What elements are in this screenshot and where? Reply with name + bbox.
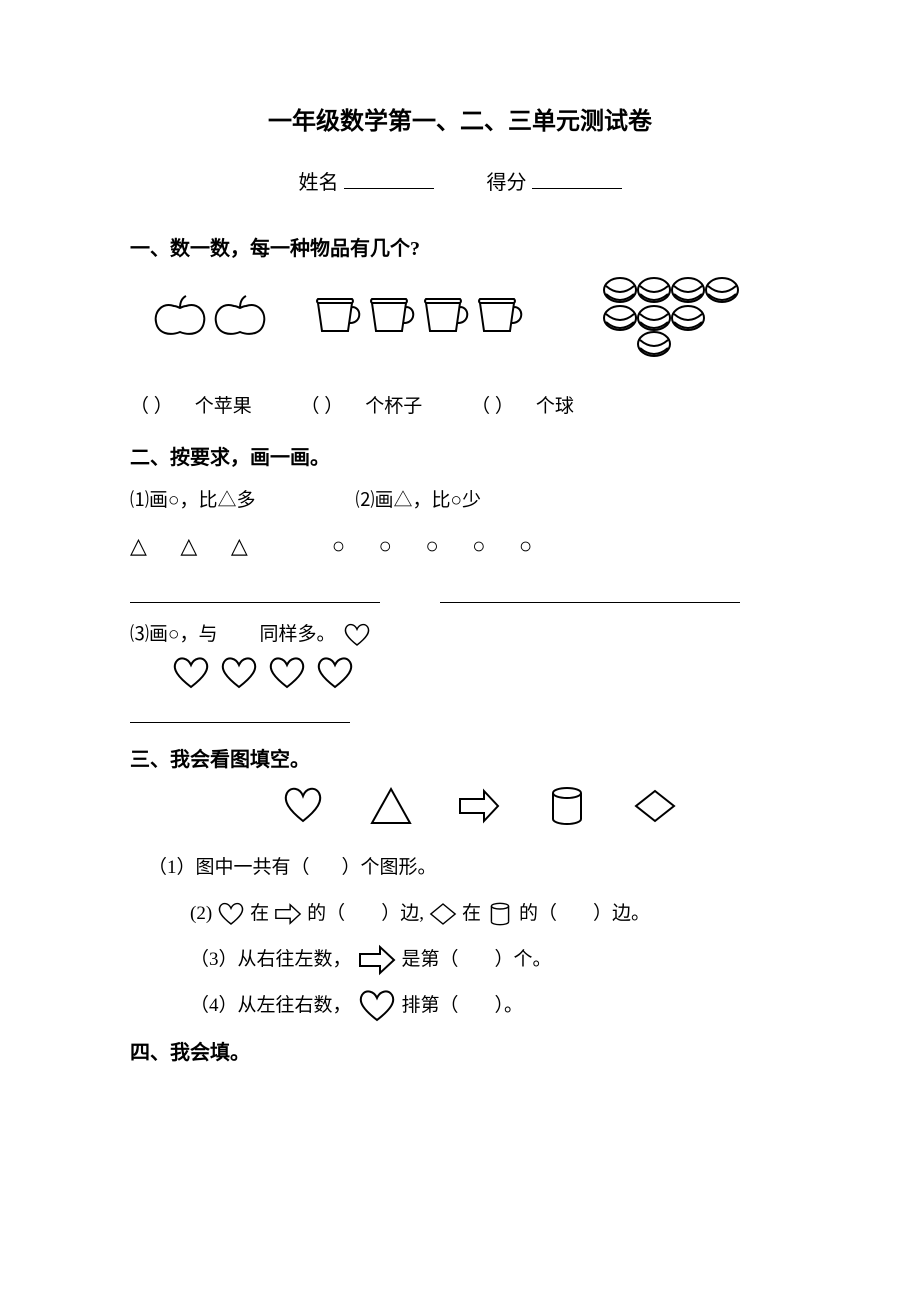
cup-icon (420, 295, 474, 350)
q3-4: （4）从左往右数， 排第（ ）。 (190, 988, 790, 1024)
score-blank[interactable] (532, 167, 622, 189)
heart-icon (342, 622, 372, 648)
q3-3: （3）从右往左数， 是第（ ）个。 (190, 942, 790, 978)
q2-3-suffix: 同样多。 (259, 617, 335, 653)
text: 在 (462, 896, 481, 932)
q2-answer-blanks (130, 581, 790, 603)
apple-label: 个苹果 (195, 396, 252, 417)
q3-1: （1）图中一共有（ ）个图形。 (148, 850, 790, 886)
text: 的（ (307, 896, 345, 932)
heart-icon (266, 655, 308, 691)
q1-answers: （ ） 个苹果 （ ） 个杯子 （ ） 个球 (130, 389, 790, 425)
q2-1-blank[interactable] (130, 581, 380, 603)
arrow-icon (456, 785, 502, 840)
name-blank[interactable] (344, 167, 434, 189)
q2-1-prompt: ⑴画○，比△多 (130, 483, 255, 519)
heart-icon (314, 655, 356, 691)
q3-items: （1）图中一共有（ ）个图形。 (2) 在 的（ ）边, 在 的（ ）边。 （3… (148, 850, 790, 1024)
heart-icon (356, 988, 398, 1024)
text: 在 (250, 896, 269, 932)
balls-group (600, 274, 750, 371)
cup-icon (474, 295, 528, 350)
cylinder-icon (485, 901, 515, 927)
blank[interactable]: （ ） (301, 396, 344, 417)
ball-label: 个球 (536, 396, 574, 417)
text: 的（ (519, 896, 557, 932)
heart-icon (280, 785, 326, 840)
cup-icon (312, 295, 366, 350)
text: 排第（ (402, 988, 459, 1024)
q2-3-prefix: ⑶画○，与 (130, 617, 217, 653)
q3-2: (2) 在 的（ ）边, 在 的（ ）边。 (190, 896, 790, 932)
hearts-row (170, 655, 790, 691)
balls-icon (600, 274, 750, 371)
heart-icon (170, 655, 212, 691)
blank[interactable]: （ ） (471, 396, 514, 417)
q2-2-blank[interactable] (440, 581, 740, 603)
diamond-icon (428, 901, 458, 927)
header-fields: 姓名 得分 (130, 164, 790, 202)
text: （1）图中一共有（ (148, 850, 310, 886)
apple-icon (150, 292, 210, 353)
section3-heading: 三、我会看图填空。 (130, 741, 790, 779)
apple-icon (210, 292, 270, 353)
q1-images (150, 274, 790, 371)
text: ）个图形。 (342, 850, 437, 886)
name-label: 姓名 (299, 172, 339, 194)
text: 是第（ (402, 942, 459, 978)
arrow-icon (356, 942, 398, 978)
section2-heading: 二、按要求，画一画。 (130, 439, 790, 477)
text: ）。 (495, 988, 524, 1024)
cups-group (312, 295, 528, 350)
section4-heading: 四、我会填。 (130, 1034, 790, 1072)
blank[interactable]: （ ） (130, 396, 173, 417)
cylinder-icon (544, 785, 590, 840)
q2-3-blank[interactable] (130, 701, 350, 723)
apples-group (150, 292, 270, 353)
text: ）边。 (593, 896, 650, 932)
score-label: 得分 (487, 172, 527, 194)
text: ）边, (381, 896, 424, 932)
heart-icon (216, 901, 246, 927)
page-title: 一年级数学第一、二、三单元测试卷 (130, 100, 790, 146)
circles-row: ○ ○ ○ ○ ○ (332, 525, 546, 567)
text: （4）从左往右数， (190, 988, 352, 1024)
section1-heading: 一、数一数，每一种物品有几个? (130, 230, 790, 268)
triangles-row: △ △ △ (130, 525, 262, 567)
diamond-icon (632, 785, 678, 840)
text: ）个。 (495, 942, 552, 978)
q2-2-prompt: ⑵画△，比○少 (355, 483, 480, 519)
q2-row-shapes: △ △ △ ○ ○ ○ ○ ○ (130, 525, 790, 575)
text: （3）从右往左数， (190, 942, 352, 978)
q2-row-prompts: ⑴画○，比△多 ⑵画△，比○少 (130, 483, 790, 519)
triangle-icon (368, 785, 414, 840)
text: (2) (190, 896, 212, 932)
cup-label: 个杯子 (365, 396, 422, 417)
cup-icon (366, 295, 420, 350)
arrow-icon (273, 901, 303, 927)
heart-icon (218, 655, 260, 691)
q3-shapes-row (280, 785, 790, 840)
q2-3-prompt: ⑶画○，与 同样多。 (130, 617, 790, 653)
